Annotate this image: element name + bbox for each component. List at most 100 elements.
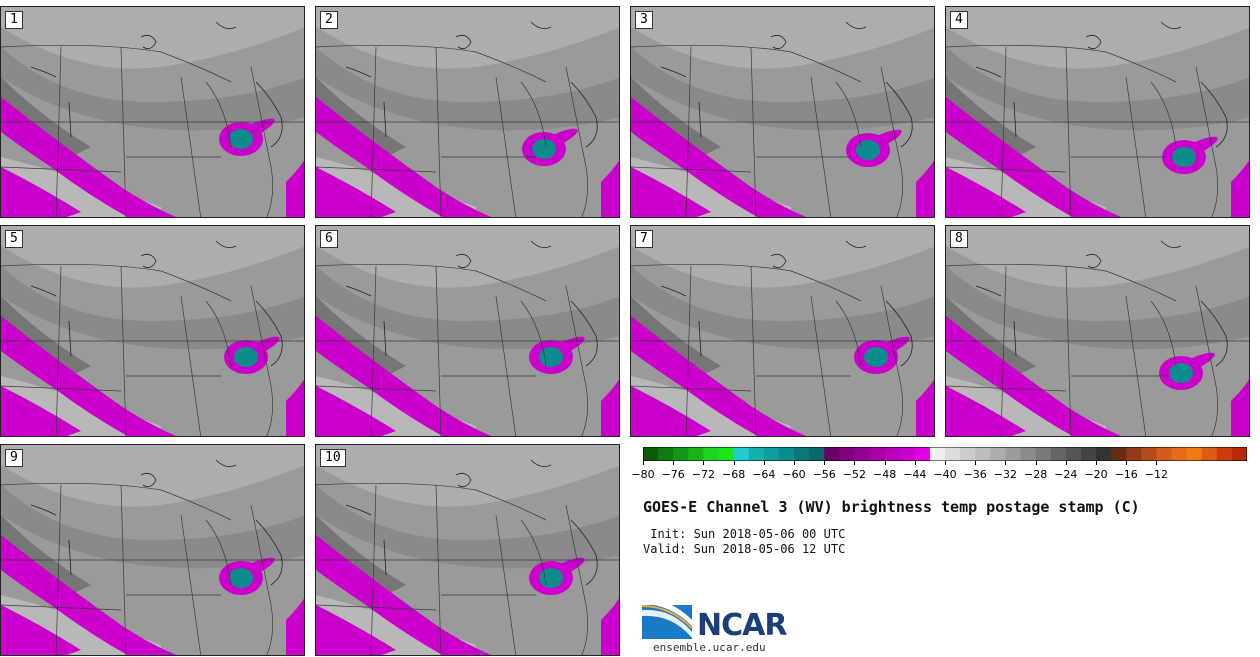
map-field <box>631 226 934 436</box>
colorbar-swatch <box>1065 447 1082 461</box>
colorbar-tick-label: −36 <box>963 468 987 481</box>
map-field <box>316 445 619 655</box>
colorbar-swatch <box>929 447 946 461</box>
map-field <box>316 226 619 436</box>
colorbar-swatch <box>960 447 976 461</box>
colorbar-tick-mark <box>824 461 826 465</box>
colorbar-swatch <box>1216 447 1233 461</box>
member-label: 4 <box>950 11 968 29</box>
colorbar-tick-label: −72 <box>691 468 715 481</box>
colorbar-tick-mark <box>763 461 765 465</box>
ensemble-member-panel: 4 <box>945 6 1250 218</box>
colorbar-tick-label: −56 <box>812 468 836 481</box>
colorbar <box>643 447 1247 461</box>
map-field <box>1 445 304 655</box>
colorbar-tick-mark <box>673 461 675 465</box>
colorbar-swatch <box>1020 447 1037 461</box>
colorbar-tick-mark <box>643 461 644 465</box>
colorbar-swatch <box>839 447 855 461</box>
colorbar-swatch <box>899 447 916 461</box>
colorbar-swatch <box>733 447 750 461</box>
colorbar-swatch <box>718 447 735 461</box>
colorbar-tick-mark <box>1005 461 1007 465</box>
colorbar-tick-label: −76 <box>661 468 685 481</box>
map-field <box>1 7 304 217</box>
ensemble-member-panel: 1 <box>0 6 305 218</box>
colorbar-tick-label: −80 <box>631 468 655 481</box>
colorbar-swatch <box>809 447 825 461</box>
map-field <box>316 7 619 217</box>
ensemble-member-panel: 8 <box>945 225 1250 437</box>
colorbar-swatch <box>1126 447 1142 461</box>
colorbar-swatch <box>945 447 961 461</box>
colorbar-tick-mark <box>1156 461 1158 465</box>
colorbar-tick-label: −40 <box>933 468 957 481</box>
colorbar-swatch <box>643 447 659 461</box>
colorbar-tick-mark <box>914 461 916 465</box>
colorbar-swatch <box>1171 447 1188 461</box>
colorbar-swatch <box>703 447 719 461</box>
colorbar-tick-label: −64 <box>752 468 776 481</box>
colorbar-tick-mark <box>854 461 856 465</box>
colorbar-swatch <box>1141 447 1157 461</box>
colorbar-tick-mark <box>703 461 705 465</box>
colorbar-swatch <box>1186 447 1203 461</box>
colorbar-swatch <box>1201 447 1218 461</box>
colorbar-swatch <box>778 447 795 461</box>
ensemble-member-panel: 7 <box>630 225 935 437</box>
map-field <box>1 226 304 436</box>
ensemble-member-panel: 5 <box>0 225 305 437</box>
colorbar-tick-mark <box>1096 461 1097 465</box>
member-label: 2 <box>320 11 338 29</box>
figure-title: GOES-E Channel 3 (WV) brightness temp po… <box>643 498 1140 516</box>
colorbar-tick-label: −44 <box>903 468 927 481</box>
colorbar-swatch <box>990 447 1006 461</box>
colorbar-swatch <box>975 447 991 461</box>
ensemble-member-panel: 9 <box>0 444 305 656</box>
colorbar-swatch <box>1231 447 1247 461</box>
member-label: 1 <box>5 11 23 29</box>
colorbar-tick-mark <box>1065 461 1067 465</box>
colorbar-tick-label: −28 <box>1023 468 1048 481</box>
colorbar-swatch <box>869 447 886 461</box>
colorbar-swatch <box>794 447 810 461</box>
ensemble-member-panel: 2 <box>315 6 620 218</box>
member-label: 6 <box>320 230 338 248</box>
colorbar-swatch <box>1111 447 1127 461</box>
colorbar-tick-mark <box>794 461 795 465</box>
colorbar-swatch <box>824 447 840 461</box>
ensemble-member-panel: 10 <box>315 444 620 656</box>
colorbar-tick-mark <box>733 461 735 465</box>
member-label: 5 <box>5 230 23 248</box>
ncar-logo-text: NCAR <box>697 608 787 643</box>
member-label: 8 <box>950 230 968 248</box>
colorbar-swatch <box>854 447 870 461</box>
ensemble-member-panel: 3 <box>630 6 935 218</box>
colorbar-tick-label: −24 <box>1054 468 1078 481</box>
colorbar-swatch <box>688 447 704 461</box>
colorbar-swatch <box>1005 447 1021 461</box>
ncar-logo-icon <box>642 600 693 639</box>
member-label: 7 <box>635 230 653 248</box>
colorbar-swatch <box>1080 447 1097 461</box>
init-time: Init: Sun 2018-05-06 00 UTC <box>643 527 846 541</box>
colorbar-tick-mark <box>975 461 977 465</box>
map-field <box>946 7 1249 217</box>
colorbar-swatch <box>673 447 689 461</box>
member-label: 9 <box>5 449 23 467</box>
colorbar-tick-label: −60 <box>782 468 806 481</box>
colorbar-tick-label: −48 <box>872 468 897 481</box>
colorbar-tick-label: −20 <box>1084 468 1108 481</box>
colorbar-tick-label: −12 <box>1144 468 1168 481</box>
colorbar-swatch <box>884 447 901 461</box>
map-field <box>631 7 934 217</box>
colorbar-swatch <box>763 447 780 461</box>
colorbar-swatch <box>914 447 931 461</box>
valid-time: Valid: Sun 2018-05-06 12 UTC <box>643 542 846 556</box>
member-label: 10 <box>320 449 346 467</box>
site-url: ensemble.ucar.edu <box>653 641 766 654</box>
colorbar-tick-mark <box>884 461 886 465</box>
colorbar-tick-mark <box>1126 461 1128 465</box>
colorbar-tick-label: −32 <box>993 468 1017 481</box>
colorbar-swatch <box>1050 447 1067 461</box>
